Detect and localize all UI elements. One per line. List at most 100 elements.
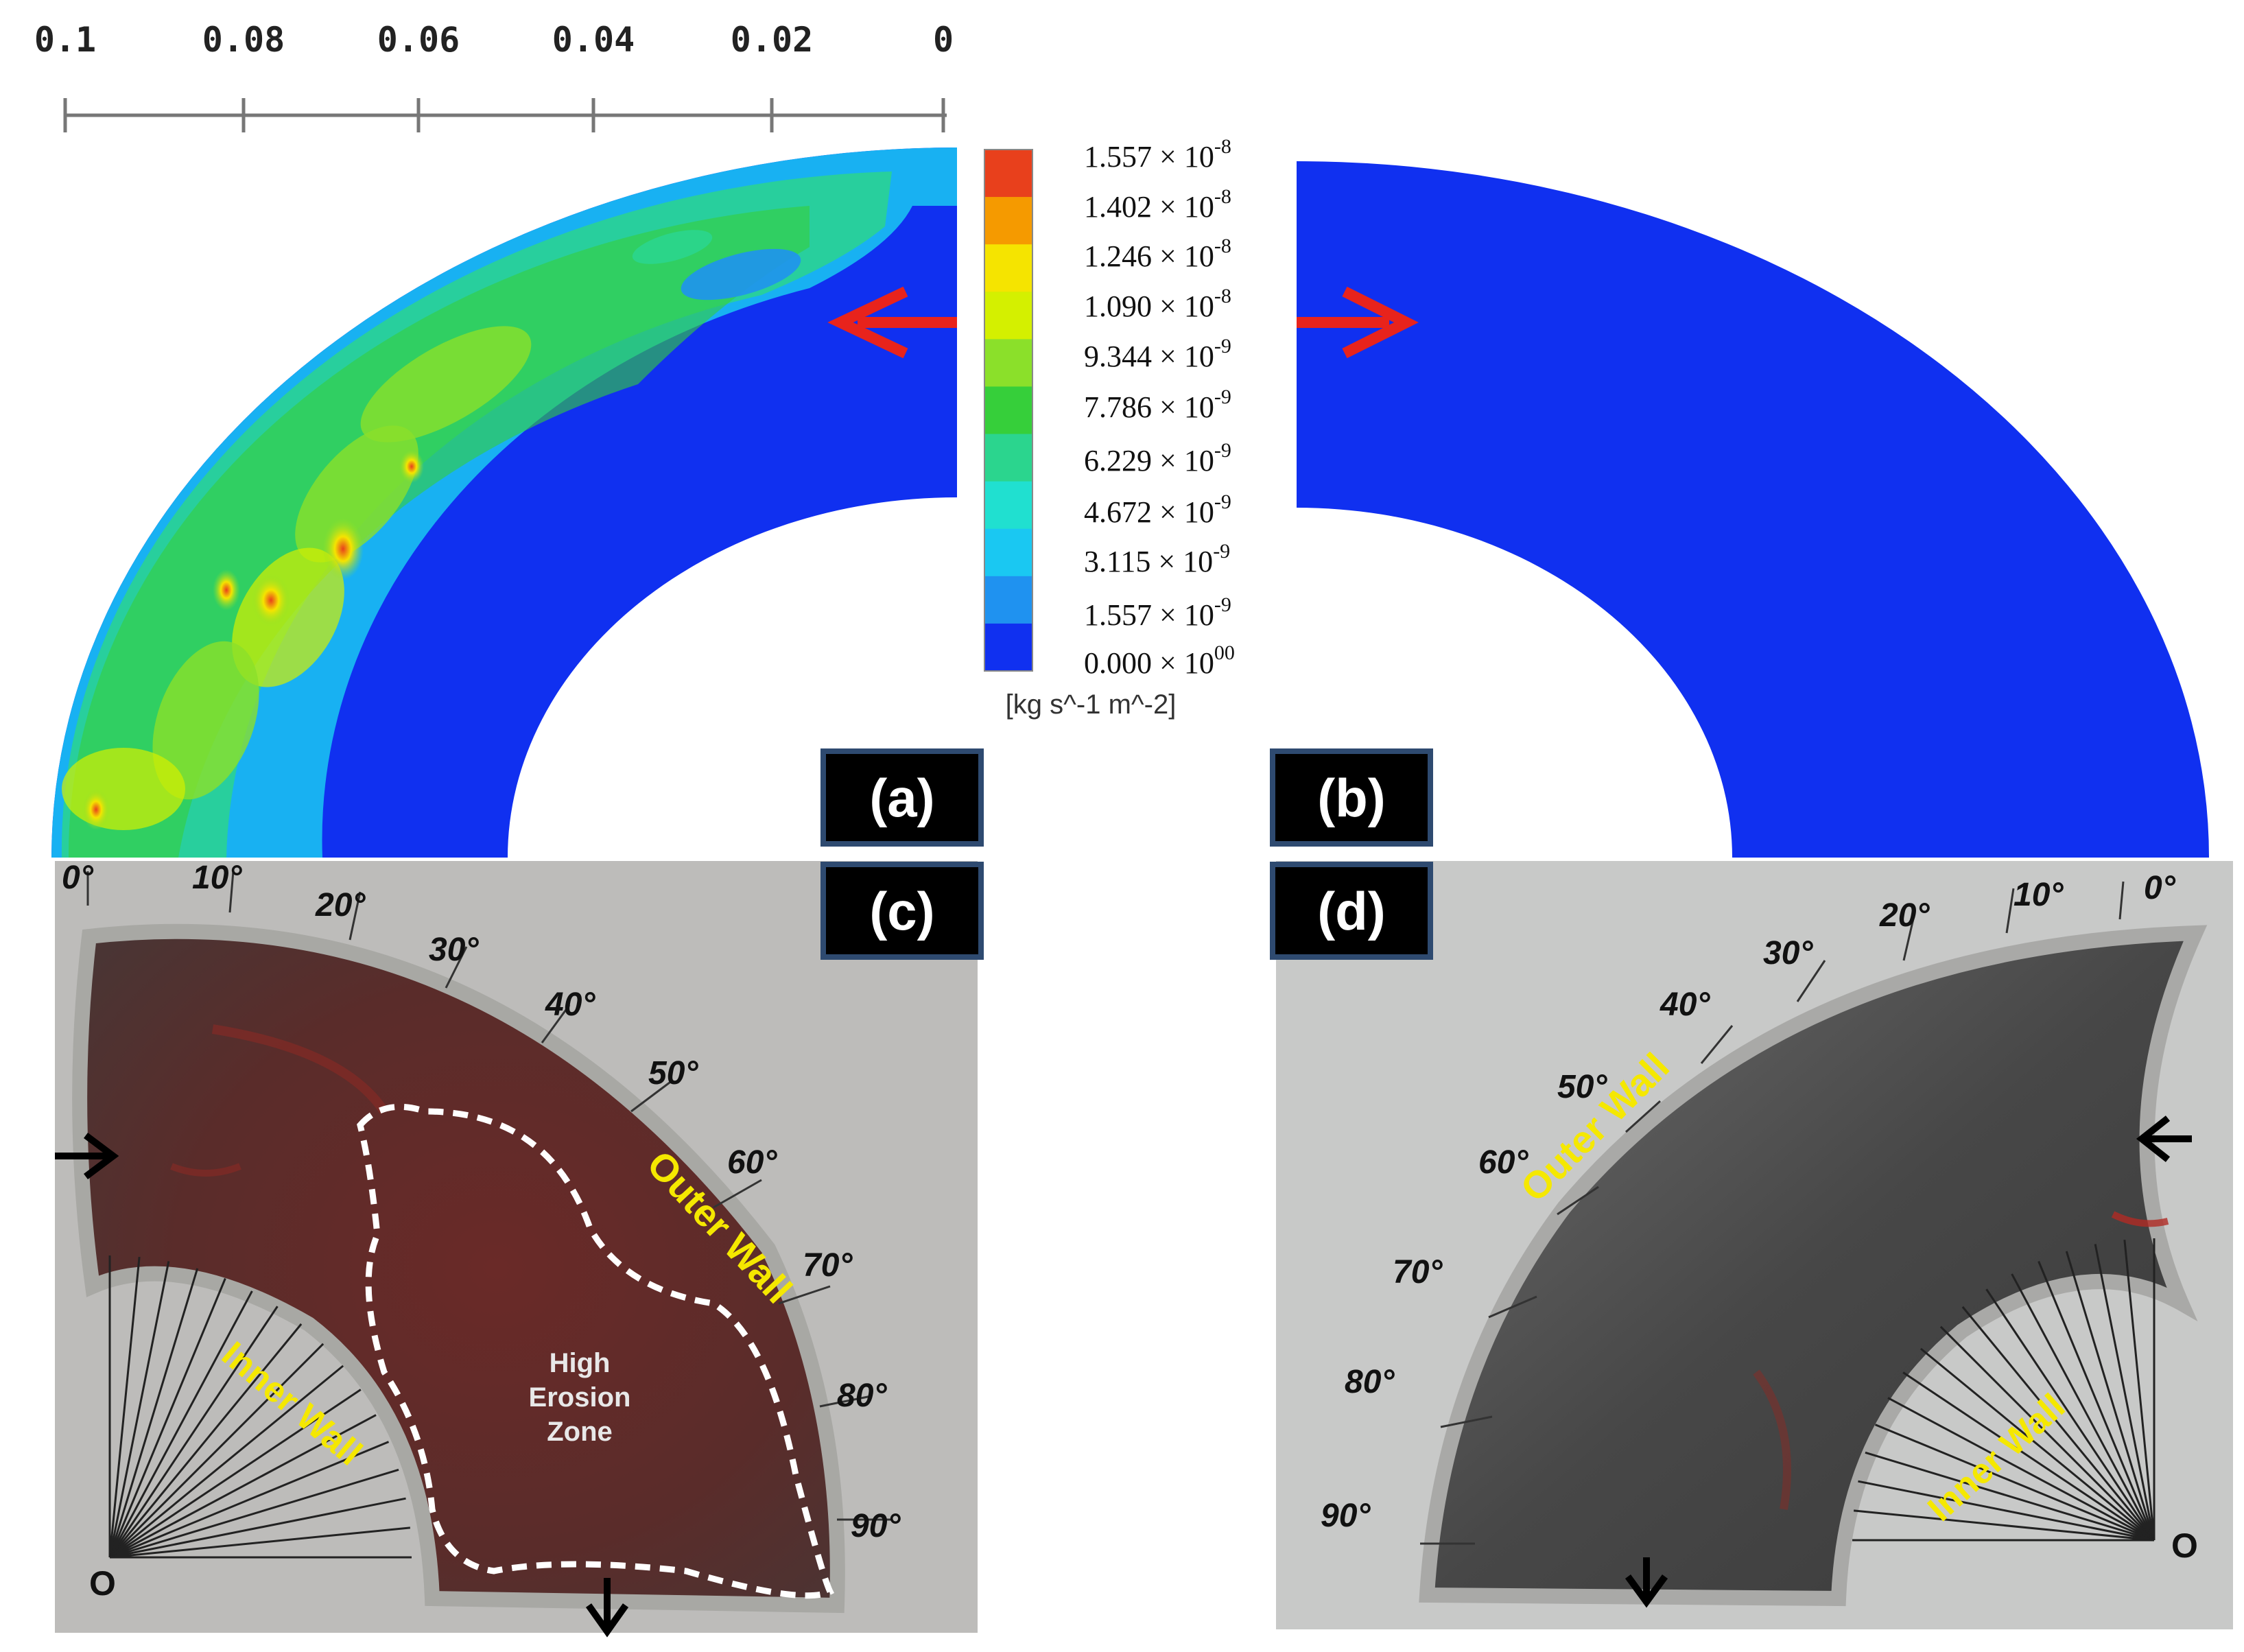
origin-c: O: [89, 1564, 116, 1603]
angle-label-c: 0°: [62, 860, 94, 896]
panel-b-contour: [1297, 161, 2209, 858]
inner-fan-line-c: [109, 1526, 411, 1559]
inner-fan-line-c: [108, 1256, 141, 1558]
colorbar-swatch: [984, 292, 1032, 340]
domain-b: [1297, 161, 2209, 858]
scale-tick-label: 0.04: [552, 20, 635, 60]
inner-fan-line-c: [108, 1277, 226, 1558]
inner-fan-line-c: [108, 1268, 199, 1558]
inlet-arrow-c: [55, 1133, 119, 1179]
angle-label-c: 30°: [429, 932, 479, 968]
scale-tick-label: 0.08: [202, 20, 285, 60]
svg-text:(a): (a): [869, 768, 934, 828]
angle-label-d: 70°: [1393, 1254, 1443, 1290]
colorbar-swatch: [984, 197, 1032, 246]
angle-tick-d: [1440, 1415, 1493, 1428]
angle-tick-c: [713, 1179, 762, 1209]
colorbar-swatch: [984, 481, 1032, 530]
angle-label-d: 10°: [2013, 877, 2064, 913]
colorbar-label: 7.786 × 10-9: [1084, 386, 1231, 424]
colorbar-swatch: [984, 528, 1032, 577]
colorbar-unit: [kg s^-1 m^-2]: [1006, 689, 1177, 720]
inner-fan-line-d: [2065, 1251, 2156, 1541]
panel-label-c: (c): [820, 862, 984, 960]
colorbar: 1.557 × 10-8 1.402 × 10-8 1.246 × 10-8 1.09…: [984, 135, 1235, 720]
angle-tick-d: [1625, 1100, 1662, 1133]
panel-a-contour: [51, 148, 957, 858]
colorbar-swatch: [984, 623, 1032, 672]
angle-label-c: 20°: [315, 887, 366, 923]
svg-text:(b): (b): [1317, 768, 1386, 828]
inner-fan-line-c: [108, 1290, 253, 1558]
inner-fan-line-d: [1887, 1397, 2155, 1542]
inner-fan-line-d: [1902, 1371, 2155, 1542]
inlet-arrow-a: [827, 286, 957, 359]
angle-tick-c: [228, 871, 235, 913]
erosion-zone-outline: [357, 1103, 835, 1599]
inner-fan-line-d: [1865, 1451, 2155, 1542]
erosion-field-a: [51, 148, 957, 858]
angle-label-c: 50°: [648, 1055, 698, 1092]
inner-fan-line-d: [1985, 1288, 2156, 1541]
distance-scale: 0.1 0.08 0.06 0.04 0.02 0: [34, 20, 954, 132]
inner-fan-line-c: [109, 1468, 399, 1559]
colorbar-label: 9.344 × 10-9: [1084, 335, 1231, 373]
svg-text:(c): (c): [869, 881, 934, 941]
colorbar-swatch: [984, 386, 1032, 435]
inner-fan-line-d: [1920, 1347, 2155, 1542]
angle-tick-c: [541, 1004, 571, 1043]
angle-label-d: 60°: [1478, 1144, 1528, 1181]
colorbar-label: 1.402 × 10-8: [1084, 185, 1231, 224]
colorbar-label: 6.229 × 10-9: [1084, 439, 1231, 477]
angle-label-c: 40°: [545, 987, 595, 1023]
inner-fan-line-d: [2038, 1260, 2156, 1541]
angle-tick-c: [630, 1079, 673, 1113]
scale-tick-label: 0.1: [34, 20, 96, 60]
inlet-arrow-b: [1297, 286, 1419, 359]
inner-fan-line-c: [109, 1414, 377, 1559]
scale-tick-label: 0.06: [377, 20, 460, 60]
inner-fan-line-c: [109, 1497, 406, 1559]
zone-label-3: Zone: [547, 1417, 613, 1447]
colorbar-swatch: [984, 339, 1032, 388]
angle-label-d: 40°: [1660, 987, 1710, 1023]
outlet-arrow-c: [585, 1578, 629, 1638]
inner-fan-line-c: [108, 1343, 324, 1559]
colorbar-label: 1.557 × 10-9: [1084, 593, 1231, 632]
inner-fan-line-c: [108, 1261, 170, 1558]
colorbar-label: 4.672 × 10-9: [1084, 491, 1231, 529]
scale-tick-label: 0.02: [731, 20, 813, 60]
angle-tick-d: [1557, 1185, 1599, 1216]
colorbar-label: 3.115 × 10-9: [1084, 540, 1230, 578]
inner-fan-line-d: [1874, 1424, 2155, 1542]
elbow-d: [1419, 925, 2208, 1607]
angle-label-d: 50°: [1557, 1069, 1607, 1105]
outlet-arrow-d: [1625, 1557, 1668, 1608]
angle-tick-c: [778, 1285, 831, 1305]
panel-label-d: (d): [1270, 862, 1433, 960]
angle-label-c: 80°: [837, 1378, 887, 1414]
colorbar-swatch: [984, 576, 1032, 624]
angle-label-c: 70°: [803, 1247, 853, 1284]
angle-label-d: 20°: [1879, 897, 1930, 934]
colorbar-swatch: [984, 244, 1032, 293]
inner-fan-line-c: [109, 1389, 362, 1559]
angle-tick-d: [1796, 960, 1826, 1002]
colorbar-label: 0.000 × 1000: [1084, 641, 1235, 680]
colorbar-label: 1.246 × 10-8: [1084, 235, 1231, 273]
inner-fan-line-c: [108, 1323, 303, 1558]
colorbar-swatch: [984, 434, 1032, 482]
inner-fan-line-d: [2094, 1244, 2156, 1541]
angle-label-d: 0°: [2144, 870, 2176, 906]
panel-label-a: (a): [820, 748, 984, 847]
zone-label-1: High: [550, 1348, 611, 1378]
inner-fan-line-d: [1939, 1325, 2156, 1542]
scale-tick-label: 0: [933, 20, 954, 60]
colorbar-label: 1.557 × 10-8: [1084, 135, 1231, 174]
angle-tick-c: [349, 891, 362, 941]
angle-label-d: 80°: [1345, 1364, 1395, 1400]
panel-label-b: (b): [1270, 748, 1433, 847]
angle-tick-c: [445, 946, 468, 989]
angle-label-c: 90°: [851, 1508, 901, 1544]
angle-tick-c: [819, 1395, 872, 1408]
